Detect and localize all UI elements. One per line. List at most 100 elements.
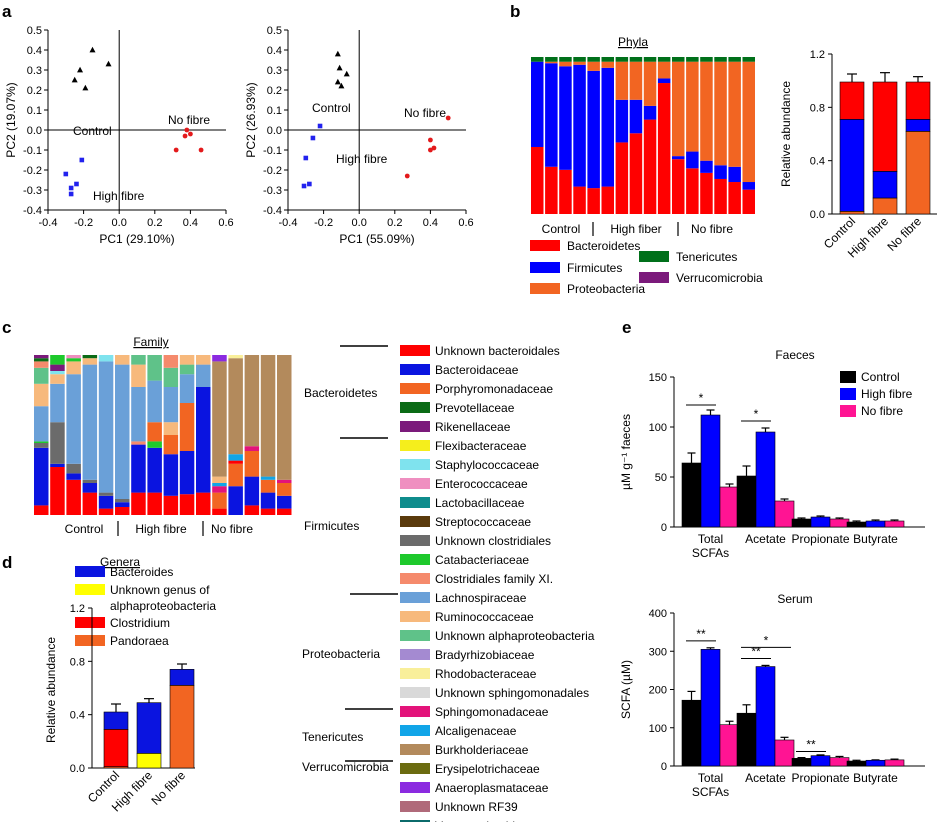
family-segment <box>212 361 227 477</box>
family-segment <box>179 364 195 375</box>
family-segment <box>196 492 211 515</box>
y-tick-label: 0.4 <box>267 45 282 57</box>
family-segment <box>131 444 146 493</box>
family-legend-swatch <box>400 573 430 584</box>
scfa-bar <box>774 500 795 528</box>
family-segment <box>147 380 162 423</box>
phyla-legend-swatch <box>639 272 669 283</box>
family-segment <box>82 483 98 493</box>
family-segment <box>244 446 260 451</box>
x-axis-label: PC1 (29.10%) <box>99 232 174 246</box>
x-tick-label: -0.2 <box>74 217 93 229</box>
family-segment <box>50 355 65 365</box>
scfa-bar <box>810 755 831 767</box>
phyla-segment-tenericutes <box>545 57 558 62</box>
scatter-point-control <box>89 46 96 53</box>
group-label-no-fibre: No fibre <box>691 222 733 236</box>
panel-label-d: d <box>2 553 12 572</box>
x-tick-label: -0.4 <box>39 217 58 229</box>
family-stacked-bars: Family Control High fibre No fibre <box>34 335 292 536</box>
x-tick-label: 0.2 <box>147 217 162 229</box>
scatter-point-no-fibre <box>173 147 179 153</box>
x-tick-label: 0.0 <box>112 217 127 229</box>
phyla-segment <box>643 61 657 106</box>
family-segment <box>98 508 114 515</box>
family-segment <box>244 355 260 447</box>
family-segment <box>34 361 49 368</box>
family-legend-label: Unknown bacteroidales <box>435 344 560 358</box>
family-legend-label: Enterococcaceae <box>435 477 528 491</box>
phyla-segment <box>629 99 643 134</box>
family-legend-swatch <box>400 364 430 375</box>
phyla-stacked-bars: Phyla Control High fiber No fibre <box>531 35 755 236</box>
genera-segment <box>103 711 129 730</box>
family-legend-swatch <box>400 554 430 565</box>
x-tick-label: -0.2 <box>314 217 333 229</box>
scatter-point-control <box>334 50 341 57</box>
x-tick-label: Propionate <box>791 532 849 546</box>
y-tick-label: 0.3 <box>267 65 282 77</box>
family-segment <box>147 492 162 515</box>
family-legend-swatch <box>400 592 430 603</box>
family-segment <box>212 355 227 362</box>
genera-legend-swatch <box>75 635 105 646</box>
scatter-point-control <box>343 70 350 77</box>
phyla-legend-label: Firmicutes <box>567 261 622 275</box>
phyla-segment <box>545 61 558 64</box>
y-tick-label: 0.4 <box>27 45 42 57</box>
scatter-point-control <box>105 60 112 67</box>
family-segment <box>228 454 243 461</box>
y-tick-label: 300 <box>649 646 667 658</box>
family-segment <box>34 447 49 506</box>
family-segment <box>131 492 146 515</box>
phyla-segment <box>714 61 727 166</box>
chart-title: Serum <box>777 592 812 606</box>
y-tick-label: 0 <box>661 761 667 773</box>
scfa-bar <box>846 521 867 528</box>
scatter-point-no-fibre <box>184 127 190 133</box>
family-segment <box>131 355 146 365</box>
scatter-point-no-fibre <box>428 137 433 143</box>
annotation-high-fibre: High fibre <box>93 189 145 203</box>
phyla-segment <box>629 133 643 214</box>
family-legend-swatch <box>400 630 430 641</box>
phyla-segment <box>615 61 629 100</box>
scatter-point-no-fibre <box>445 115 451 121</box>
scfa-bar <box>791 758 812 767</box>
family-segment <box>98 355 114 362</box>
family-segment <box>82 492 98 515</box>
scatter-point-control <box>71 76 78 83</box>
family-legend-label: Sphingomonadaceae <box>435 705 549 719</box>
scatter-point-high-fibre <box>63 171 69 177</box>
family-legend-label: Staphylococcaceae <box>435 458 539 472</box>
scatter-point-control <box>82 84 89 91</box>
phyla-segment <box>531 61 544 147</box>
x-tick-label: Total <box>698 532 723 546</box>
genera-legend-label: Clostridium <box>110 616 170 630</box>
family-legend-label: Catabacteriaceae <box>435 553 529 567</box>
family-legend-label: Rikenellaceae <box>435 420 511 434</box>
family-segment <box>228 358 243 455</box>
scfa-bar <box>755 431 776 528</box>
family-segment <box>34 441 49 443</box>
phyla-segment <box>728 61 741 167</box>
phyla-segment-tenericutes <box>686 57 699 62</box>
annotation-no-fibre: No fibre <box>404 106 446 120</box>
scatter-point-high-fibre <box>301 183 307 189</box>
family-segment <box>115 355 130 365</box>
phyla-segment <box>587 188 600 214</box>
phyla-segment <box>714 165 727 179</box>
family-segment <box>50 371 65 375</box>
legend-label: Control <box>861 370 900 384</box>
phyla-segment <box>531 146 544 214</box>
y-axis-label: Relative abundance <box>44 637 58 743</box>
family-legend-swatch <box>400 345 430 356</box>
phyla-mean-segment <box>839 119 865 212</box>
family-segment <box>260 476 276 480</box>
y-tick-label: -0.4 <box>263 205 282 217</box>
phyla-segment <box>728 166 741 183</box>
phyla-segment <box>672 159 685 214</box>
x-tick-label: 0.0 <box>352 217 367 229</box>
phyla-segment-tenericutes <box>587 57 600 62</box>
